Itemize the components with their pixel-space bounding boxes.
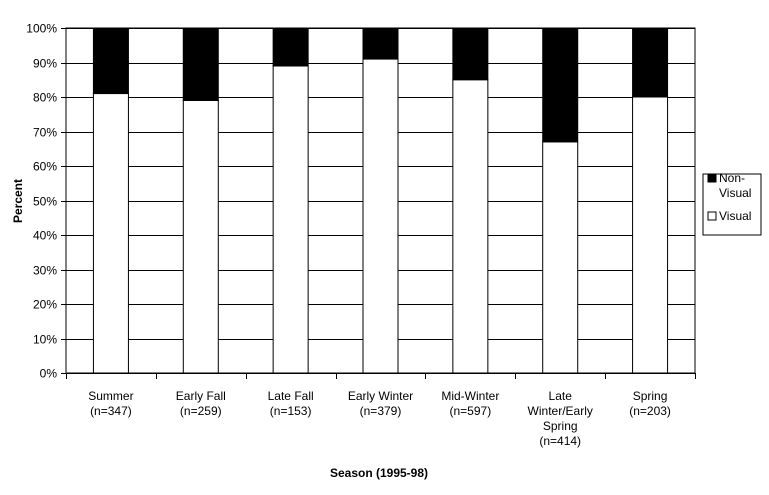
bar-non-visual <box>542 27 579 143</box>
legend: Non-Visual Visual <box>702 171 762 236</box>
bars <box>92 27 669 374</box>
x-tick-label: Late Winter/Early Spring (n=414) <box>528 389 593 448</box>
legend-box <box>702 173 762 236</box>
bar-non-visual <box>452 27 489 81</box>
x-tick-label: Summer (n=347) <box>88 389 133 418</box>
y-tick-label: 90% <box>33 57 57 71</box>
axes <box>61 28 696 379</box>
y-tick-label: 0% <box>40 367 58 381</box>
x-tick-label: Spring (n=203) <box>629 389 671 418</box>
y-tick-label: 80% <box>33 91 57 105</box>
y-tick-label: 20% <box>33 298 57 312</box>
legend-swatch <box>707 211 717 221</box>
bar-non-visual <box>272 27 309 67</box>
x-tick-label: Late Fall (n=153) <box>268 389 314 418</box>
bar-visual <box>632 96 669 374</box>
bar-visual <box>542 141 579 374</box>
y-tick-label: 50% <box>33 195 57 209</box>
bar-visual <box>92 93 129 374</box>
bar-non-visual <box>632 27 669 98</box>
y-tick-label: 100% <box>26 22 57 36</box>
bar-non-visual <box>92 27 129 95</box>
x-axis-title: Season (1995-98) <box>330 466 428 480</box>
x-tick-labels: Summer (n=347) Early Fall (n=259) Late Fall(… <box>88 389 671 448</box>
y-tick-label: 30% <box>33 264 57 278</box>
legend-swatch <box>707 173 717 183</box>
bar-visual <box>182 99 219 374</box>
x-tick-label: Early Winter (n=379) <box>348 389 413 418</box>
bar-non-visual <box>362 27 399 60</box>
bar-visual <box>452 79 489 374</box>
y-tick-label: 40% <box>33 229 57 243</box>
legend-label: Non-Visual <box>719 171 751 200</box>
y-tick-label: 70% <box>33 126 57 140</box>
y-axis-title: Percent <box>11 179 25 223</box>
x-tick-label: Mid-Winter (n=597) <box>441 389 499 418</box>
y-tick-label: 60% <box>33 160 57 174</box>
bar-non-visual <box>182 27 219 101</box>
legend-label: Visual <box>719 209 751 223</box>
bar-visual <box>272 65 309 374</box>
bar-visual <box>362 58 399 374</box>
y-tick-label: 10% <box>33 333 57 347</box>
y-tick-labels: 0% 10% 20% 30% 40% 50% 60% 70% 80% 90% 100% <box>26 22 57 381</box>
x-tick-label: Early Fall (n=259) <box>176 389 226 418</box>
